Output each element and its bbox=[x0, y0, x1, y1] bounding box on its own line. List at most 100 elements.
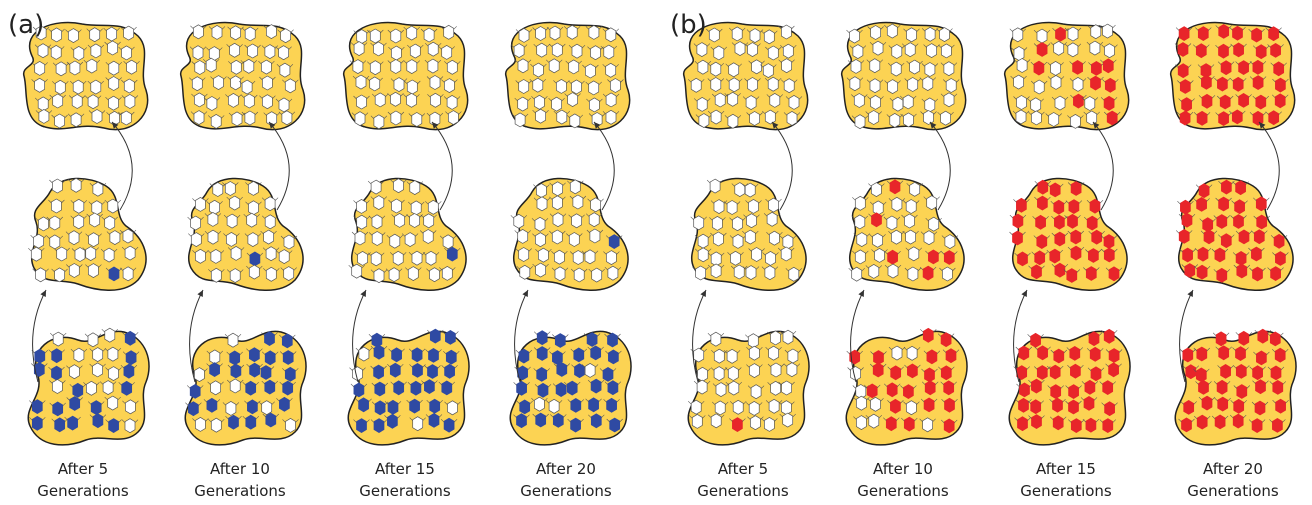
individual bbox=[105, 95, 122, 111]
individual bbox=[904, 266, 922, 282]
individual bbox=[549, 350, 566, 366]
figure-drawing bbox=[22, 21, 1297, 446]
individual bbox=[920, 110, 937, 125]
individual bbox=[387, 110, 405, 126]
individual bbox=[548, 96, 565, 112]
individual bbox=[902, 199, 920, 214]
individual bbox=[403, 25, 420, 41]
individual bbox=[607, 78, 624, 93]
island-b-col2-top bbox=[840, 21, 967, 131]
individual bbox=[886, 112, 904, 128]
individual bbox=[1252, 94, 1270, 110]
individual bbox=[1176, 110, 1194, 126]
individual bbox=[226, 42, 243, 58]
panel-label-b: (b) bbox=[670, 10, 707, 40]
individual bbox=[1267, 365, 1285, 381]
individual bbox=[515, 247, 532, 262]
individual bbox=[367, 251, 385, 267]
individual bbox=[276, 396, 293, 412]
individual bbox=[1179, 247, 1196, 263]
individual bbox=[204, 211, 222, 227]
individual bbox=[599, 366, 617, 382]
individual bbox=[228, 59, 245, 75]
individual bbox=[241, 26, 259, 42]
individual bbox=[368, 332, 386, 348]
individual bbox=[1103, 110, 1121, 126]
individual bbox=[1218, 179, 1235, 195]
individual bbox=[49, 178, 66, 194]
island-a-col1-top bbox=[22, 21, 149, 131]
individual bbox=[865, 413, 883, 429]
individual bbox=[581, 362, 599, 378]
individual bbox=[104, 346, 122, 362]
individual bbox=[228, 111, 246, 127]
individual bbox=[258, 59, 275, 75]
individual bbox=[1032, 214, 1049, 230]
individual bbox=[690, 215, 707, 231]
individual bbox=[1088, 60, 1105, 76]
individual bbox=[923, 349, 941, 365]
individual bbox=[901, 42, 919, 58]
individual bbox=[1034, 179, 1052, 195]
individual bbox=[208, 24, 226, 40]
individual bbox=[66, 396, 83, 411]
individual bbox=[440, 417, 458, 433]
island-a-col4-bottom bbox=[509, 330, 632, 446]
individual bbox=[1182, 364, 1200, 380]
individual bbox=[1015, 397, 1032, 413]
individual bbox=[1215, 196, 1232, 212]
arrow-up-upper-head bbox=[432, 122, 439, 129]
individual bbox=[1105, 362, 1122, 378]
island-b-col3-bottom bbox=[1008, 328, 1131, 446]
individual bbox=[1028, 264, 1045, 280]
individual bbox=[920, 230, 938, 246]
caption-line1: After 20 bbox=[536, 460, 596, 478]
individual bbox=[942, 348, 960, 364]
individual bbox=[906, 59, 923, 75]
individual bbox=[278, 110, 296, 126]
island-b-col2-bottom bbox=[845, 327, 968, 446]
individual bbox=[532, 26, 549, 41]
individual bbox=[867, 396, 884, 412]
arrow-up-lower-head bbox=[360, 290, 366, 297]
individual bbox=[569, 194, 587, 210]
individual bbox=[849, 44, 867, 60]
individual bbox=[104, 40, 121, 56]
caption-line1: After 15 bbox=[1036, 460, 1096, 478]
individual bbox=[724, 113, 742, 129]
individual bbox=[46, 215, 64, 231]
individual bbox=[1014, 416, 1031, 432]
caption-line2: Generations bbox=[359, 482, 451, 500]
individual bbox=[1034, 195, 1051, 211]
individual bbox=[513, 413, 530, 429]
individual bbox=[846, 76, 864, 92]
individual bbox=[939, 266, 956, 282]
individual bbox=[349, 59, 367, 75]
individual bbox=[422, 250, 440, 266]
individual bbox=[848, 266, 865, 282]
individual bbox=[919, 76, 937, 92]
individual bbox=[712, 382, 730, 398]
caption-line2: Generations bbox=[857, 482, 949, 500]
individual bbox=[546, 25, 564, 41]
individual bbox=[207, 113, 225, 129]
individual bbox=[515, 27, 533, 43]
individual bbox=[261, 350, 279, 366]
individual bbox=[883, 416, 900, 432]
individual bbox=[1215, 111, 1232, 127]
individual bbox=[767, 362, 785, 378]
individual bbox=[921, 26, 939, 42]
individual bbox=[385, 267, 403, 283]
individual bbox=[1229, 25, 1246, 41]
individual bbox=[563, 380, 581, 396]
individual bbox=[203, 397, 221, 413]
individual bbox=[602, 62, 619, 78]
individual bbox=[866, 78, 884, 94]
arrow-up-lower bbox=[1013, 289, 1028, 383]
individual bbox=[1267, 42, 1284, 58]
individual bbox=[119, 266, 137, 282]
individual bbox=[725, 62, 742, 78]
individual bbox=[765, 45, 782, 61]
individual bbox=[49, 331, 67, 347]
individual bbox=[585, 212, 603, 228]
